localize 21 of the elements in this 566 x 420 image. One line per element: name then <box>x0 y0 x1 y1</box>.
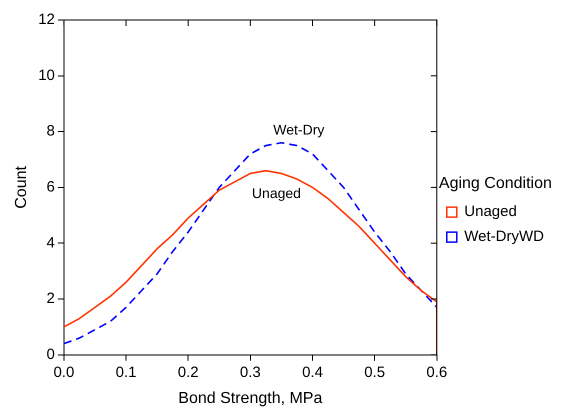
x-tick-label: 0.4 <box>302 364 323 381</box>
x-tick-label: 0.2 <box>178 364 199 381</box>
x-axis-title: Bond Strength, MPa <box>178 390 322 407</box>
legend-label: Wet-DryWD <box>464 228 544 246</box>
x-tick-label: 0.5 <box>364 364 386 381</box>
y-tick-label: 2 <box>46 290 55 308</box>
y-tick-label: 12 <box>38 11 55 28</box>
legend-title: Aging Condition <box>438 174 552 192</box>
annotation: Wet-Dry <box>273 121 324 138</box>
y-axis-title: Count <box>13 166 30 209</box>
y-tick-label: 8 <box>46 122 55 140</box>
x-tick-label: 0.6 <box>426 364 448 381</box>
y-tick-label: 6 <box>46 178 55 196</box>
y-tick-label: 0 <box>46 346 55 363</box>
legend-label: Unaged <box>464 203 517 220</box>
y-tick-label: 10 <box>38 66 55 84</box>
annotation: Unaged <box>252 184 301 201</box>
x-tick-label: 0.0 <box>53 364 74 381</box>
x-tick-label: 0.3 <box>240 364 261 381</box>
y-tick-label: 4 <box>46 234 55 252</box>
x-tick-label: 0.1 <box>116 364 136 381</box>
